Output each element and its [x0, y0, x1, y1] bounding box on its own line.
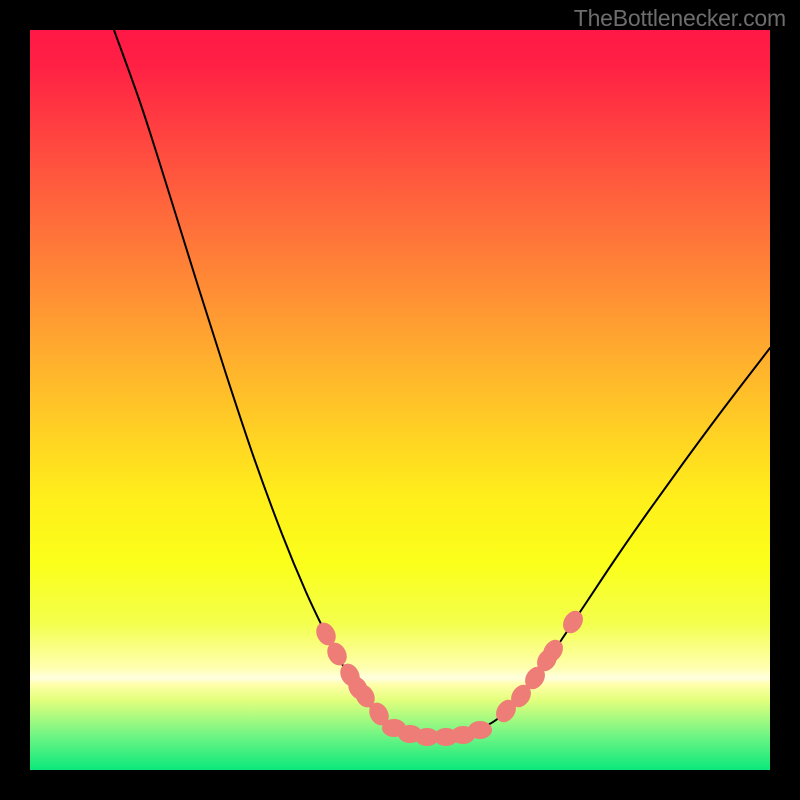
- frame: [0, 0, 800, 800]
- curve-markers: [312, 607, 587, 746]
- plot-area: [30, 30, 770, 770]
- curve-marker: [559, 607, 587, 637]
- bottleneck-curve: [30, 30, 770, 770]
- watermark-text: TheBottlenecker.com: [574, 5, 786, 32]
- curve-marker: [468, 721, 492, 739]
